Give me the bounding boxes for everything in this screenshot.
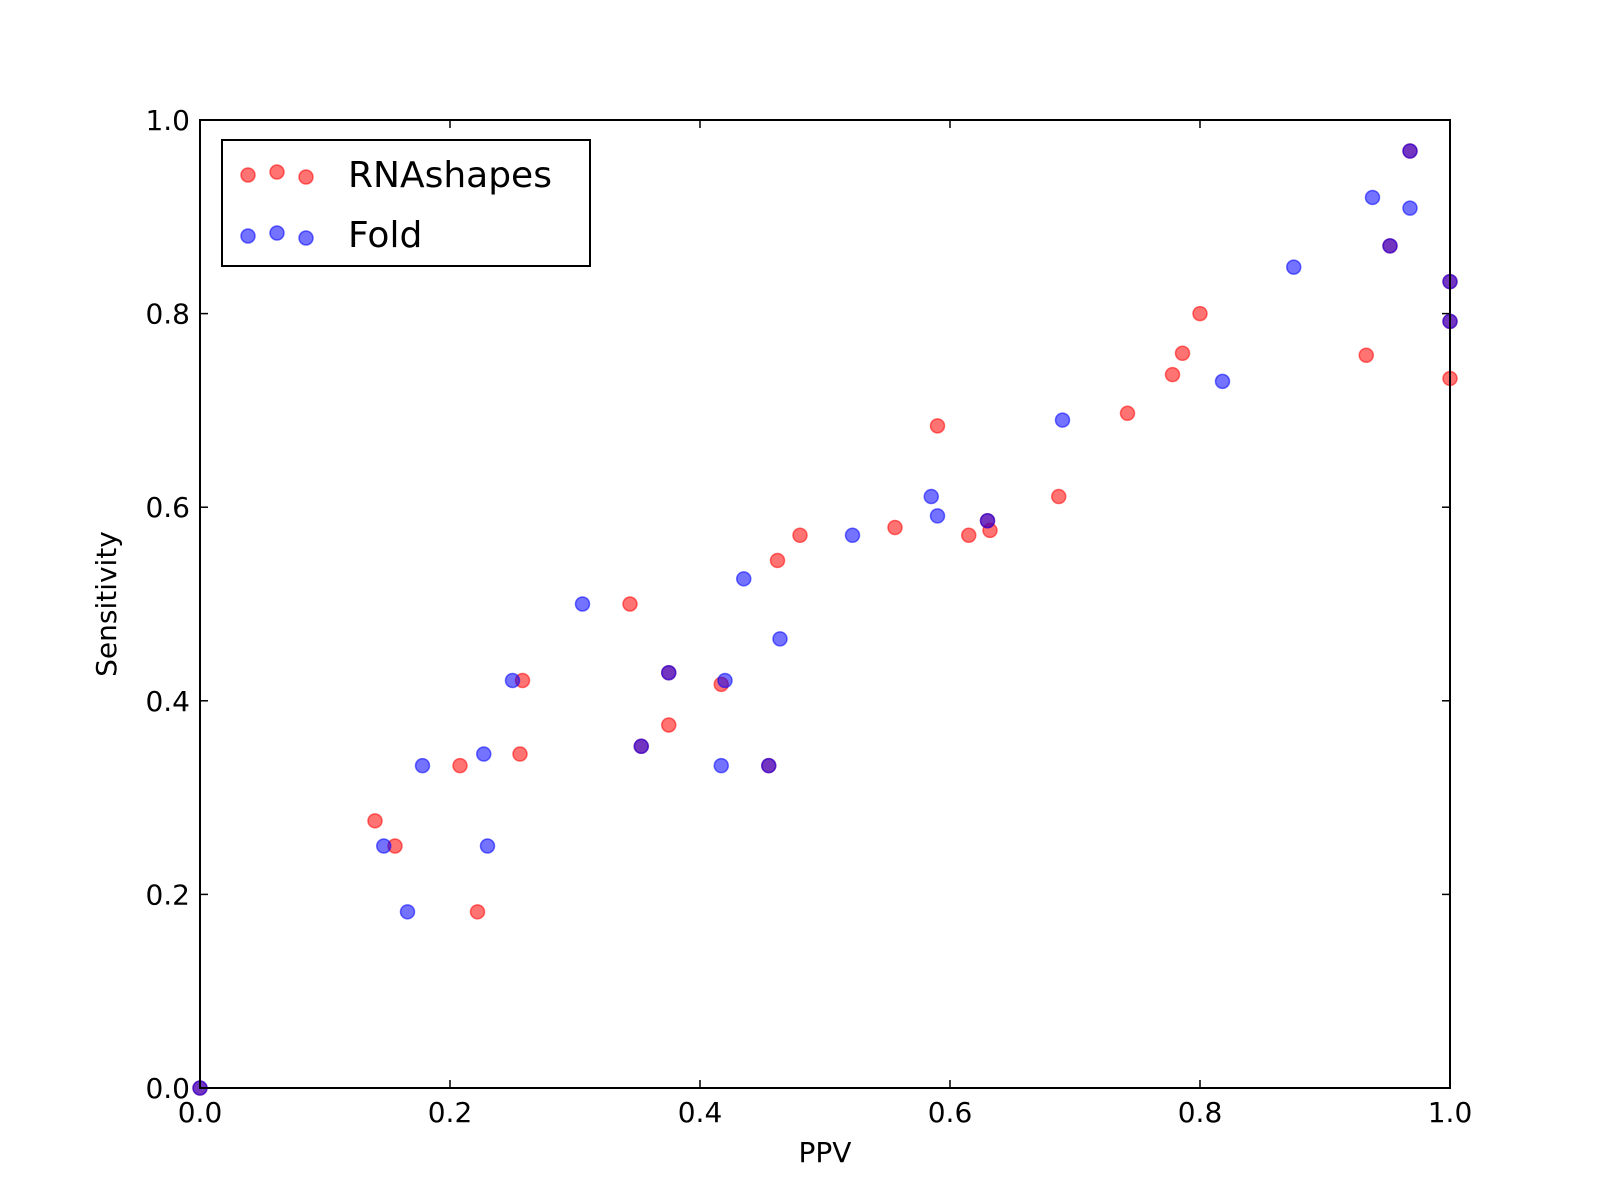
point-fold-5 — [479, 838, 496, 854]
legend-marker-1-0 — [240, 228, 256, 244]
point-fold-11 — [717, 672, 733, 689]
scatter-points-layer — [192, 143, 1458, 1096]
point-rnashapes-21 — [1119, 405, 1136, 422]
y-tick-label-1: 0.2 — [145, 878, 190, 911]
point-rnashapes-1 — [367, 813, 383, 829]
legend-markers-rnashapes — [240, 164, 314, 185]
point-fold-4 — [476, 746, 492, 762]
point-fold-3 — [414, 757, 431, 774]
x-axis-label: PPV — [799, 1136, 852, 1169]
x-tick-label-2: 0.4 — [678, 1096, 723, 1129]
point-rnashapes-25 — [1358, 347, 1374, 363]
x-tick-label-3: 0.6 — [928, 1096, 973, 1129]
point-fold-15 — [844, 527, 861, 544]
point-fold-13 — [761, 757, 777, 774]
point-fold-22 — [1364, 189, 1381, 206]
point-rnashapes-9 — [661, 717, 677, 733]
point-rnashapes-14 — [792, 527, 808, 544]
x-tick-label-1: 0.2 — [428, 1096, 473, 1129]
point-rnashapes-5 — [512, 746, 528, 762]
x-tick-label-5: 1.0 — [1428, 1096, 1473, 1129]
point-fold-14 — [772, 631, 788, 647]
plot-frame — [199, 119, 1451, 1089]
legend-label-rnashapes: RNAshapes — [348, 155, 552, 196]
point-rnashapes-13 — [769, 552, 786, 569]
y-tick-label-3: 0.6 — [145, 491, 190, 524]
point-fold-2 — [399, 904, 416, 920]
y-tick-label-2: 0.4 — [145, 685, 190, 718]
point-fold-20 — [1214, 373, 1231, 390]
legend-marker-1-2 — [298, 230, 314, 246]
point-rnashapes-16 — [929, 418, 946, 434]
point-rnashapes-3 — [452, 757, 468, 774]
y-axis-label: Sensitivity — [90, 531, 123, 677]
point-fold-1 — [376, 838, 392, 854]
point-fold-7 — [574, 596, 591, 612]
point-rnashapes-15 — [887, 519, 903, 536]
legend-box — [221, 139, 591, 267]
point-fold-17 — [929, 508, 946, 524]
point-fold-10 — [713, 757, 729, 774]
point-fold-21 — [1286, 259, 1302, 275]
point-fold-12 — [736, 571, 752, 587]
point-rnashapes-17 — [961, 527, 977, 544]
y-tick-label-4: 0.8 — [145, 298, 190, 331]
point-fold-8 — [633, 738, 649, 755]
x-tick-label-0: 0.0 — [178, 1096, 223, 1129]
point-fold-23 — [1382, 238, 1398, 254]
point-fold-18 — [979, 513, 996, 529]
point-rnashapes-7 — [622, 596, 638, 612]
legend: RNAshapes Fold — [221, 139, 591, 267]
legend-marker-0-2 — [298, 169, 314, 185]
legend-markers-fold — [240, 225, 314, 246]
point-rnashapes-23 — [1174, 345, 1191, 362]
point-rnashapes-24 — [1192, 305, 1208, 322]
point-fold-25 — [1402, 143, 1418, 159]
point-rnashapes-20 — [1051, 488, 1067, 505]
legend-marker-0-0 — [240, 167, 256, 183]
point-fold-6 — [504, 672, 521, 689]
axis-ticks: 0.0 0.2 0.4 0.6 0.8 1.0 0.0 0.2 0.4 0.6 0.8 1.0 — [145, 104, 1472, 1129]
y-tick-label-5: 1.0 — [145, 104, 190, 137]
point-rnashapes-22 — [1164, 366, 1181, 383]
y-tick-label-0: 0.0 — [145, 1072, 190, 1105]
point-rnashapes-4 — [469, 904, 486, 920]
x-tick-label-4: 0.8 — [1178, 1096, 1223, 1129]
legend-label-fold: Fold — [348, 215, 422, 256]
point-fold-16 — [923, 488, 939, 505]
point-fold-19 — [1054, 412, 1071, 428]
point-fold-9 — [661, 664, 677, 681]
legend-marker-1-1 — [269, 225, 285, 241]
point-fold-24 — [1402, 200, 1418, 216]
legend-marker-0-1 — [269, 164, 285, 180]
